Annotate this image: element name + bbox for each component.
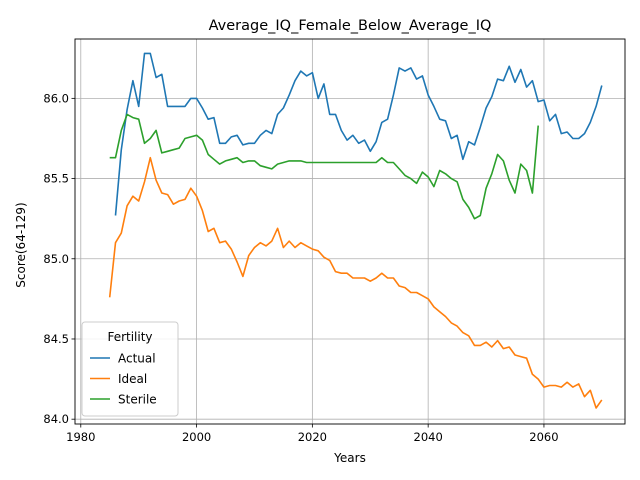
y-tick-label: 86.0 <box>43 91 69 105</box>
y-tick-label: 84.5 <box>43 332 69 346</box>
y-axis-ticks: 84.0 84.5 85.0 85.5 86.0 <box>43 91 75 426</box>
x-tick-label: 2000 <box>182 430 211 444</box>
x-tick-label: 2060 <box>529 430 558 444</box>
y-tick-label: 85.0 <box>43 252 69 266</box>
y-axis-label: Score(64-129) <box>14 202 28 287</box>
x-tick-label: 1980 <box>66 430 95 444</box>
series-lines <box>108 52 603 409</box>
grid-lines <box>75 39 625 424</box>
legend-title: Fertility <box>107 330 152 344</box>
legend-label-sterile: Sterile <box>118 393 157 407</box>
legend-box <box>81 321 179 417</box>
plot-frame <box>74 38 626 425</box>
x-axis-label: Years <box>333 451 366 465</box>
x-axis-ticks: 1980 2000 2020 2040 2060 <box>66 424 559 444</box>
series-line-ideal <box>108 156 603 409</box>
series-line-sterile <box>109 113 539 220</box>
y-tick-label: 85.5 <box>43 172 69 186</box>
legend: Fertility Actual Ideal Sterile <box>81 321 179 417</box>
chart-title: Average_IQ_Female_Below_Average_IQ <box>209 18 492 34</box>
x-tick-label: 2040 <box>414 430 443 444</box>
x-tick-label: 2020 <box>298 430 327 444</box>
series-line-actual <box>114 52 603 216</box>
y-tick-label: 84.0 <box>43 412 69 426</box>
legend-label-actual: Actual <box>118 352 156 366</box>
legend-label-ideal: Ideal <box>118 372 147 386</box>
